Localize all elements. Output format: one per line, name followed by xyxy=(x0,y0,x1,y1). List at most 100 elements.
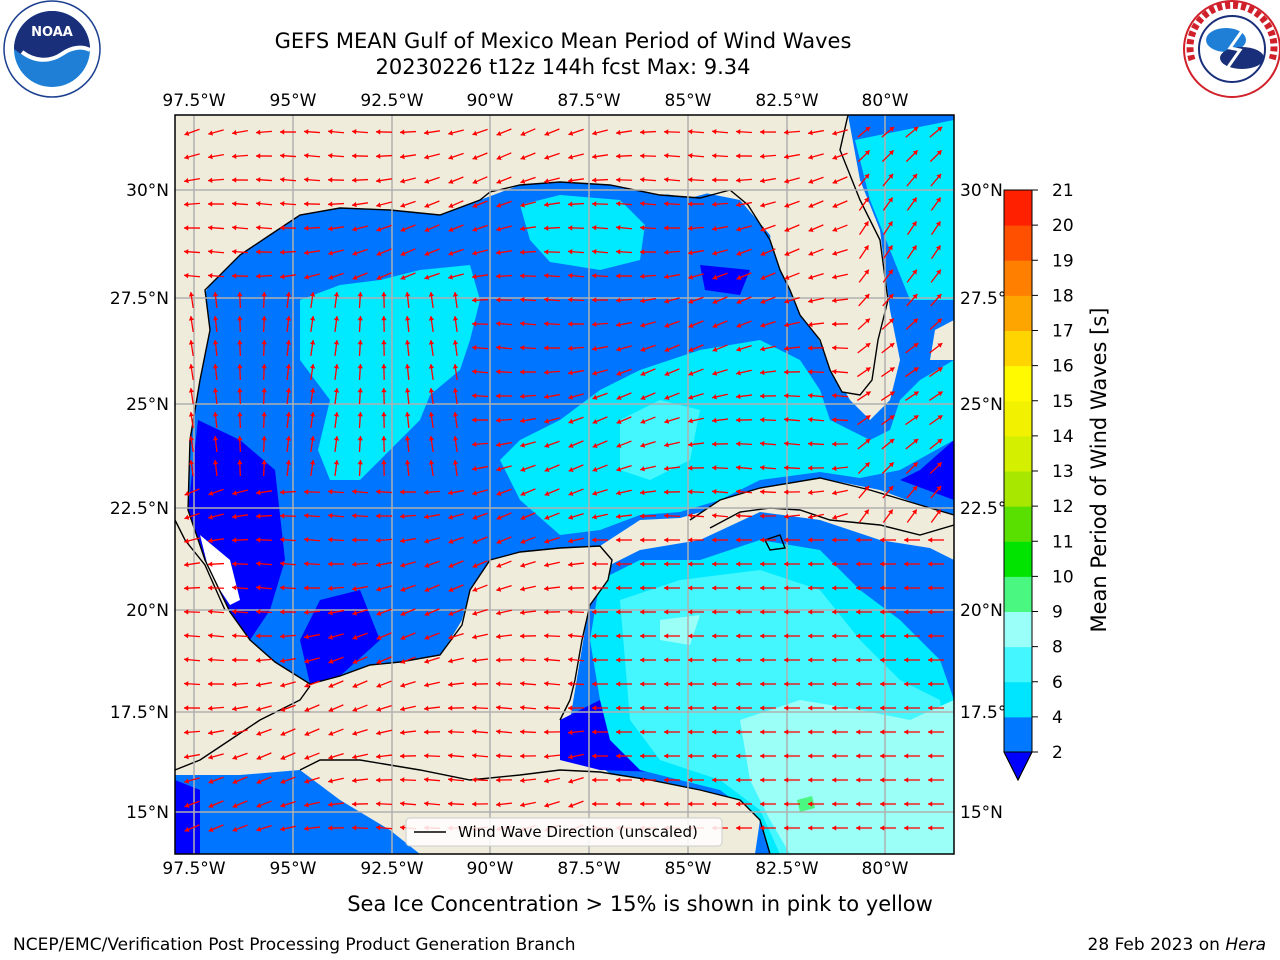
wind-wave-arrowhead xyxy=(328,658,334,664)
wind-wave-arrowhead xyxy=(448,801,453,807)
wind-wave-arrowhead xyxy=(888,318,894,324)
wind-wave-arrowhead xyxy=(592,130,597,136)
wind-wave-arrowhead xyxy=(712,537,717,543)
wind-wave-arrowhead xyxy=(452,412,459,417)
wind-wave-arrowhead xyxy=(904,657,909,663)
wind-wave-arrowhead xyxy=(452,316,459,321)
wind-wave-arrowhead xyxy=(887,245,893,251)
wind-wave-arrowhead xyxy=(376,250,382,256)
wind-wave-arrowhead xyxy=(760,705,765,711)
wind-wave-arrowhead xyxy=(309,292,316,297)
wind-wave-arrowhead xyxy=(520,802,525,808)
wind-wave-arrowhead xyxy=(664,729,669,735)
wind-wave-arrowhead xyxy=(544,753,549,760)
lon-label-top: 85°W xyxy=(665,91,712,111)
wind-wave-arrowhead xyxy=(664,442,669,448)
wind-wave-arrowhead xyxy=(928,825,933,831)
wind-wave-arrowhead xyxy=(592,633,597,639)
wind-wave-arrowhead xyxy=(937,367,943,373)
wind-wave-arrowhead xyxy=(856,801,861,807)
wind-wave-arrowhead xyxy=(640,657,645,663)
wind-wave-arrowhead xyxy=(212,364,219,369)
wind-wave-arrowhead xyxy=(784,753,789,759)
wind-wave-arrowhead xyxy=(256,513,261,519)
wind-wave-arrowhead xyxy=(616,729,621,735)
wind-wave-arrowhead xyxy=(472,417,477,423)
wind-wave-arrowhead xyxy=(212,436,219,441)
wind-wave-arrowhead xyxy=(616,153,621,159)
wind-wave-arrowhead xyxy=(428,316,435,321)
wind-wave-arrowhead xyxy=(452,364,459,369)
wind-wave-arrowhead xyxy=(472,297,477,303)
wind-wave-arrowhead xyxy=(424,658,430,664)
wind-wave-arrowhead xyxy=(496,753,501,759)
wind-wave-arrowhead xyxy=(400,682,406,688)
wind-wave-arrowhead xyxy=(357,292,363,297)
wind-wave-arrowhead xyxy=(592,657,597,663)
wind-wave-arrowhead xyxy=(376,153,381,159)
wind-wave-arrowhead xyxy=(496,155,502,160)
colorbar-tick-label: 2 xyxy=(1052,743,1063,763)
wind-wave-arrowhead xyxy=(400,753,405,759)
wind-wave-arrowhead xyxy=(736,441,741,447)
wind-wave-arrowhead xyxy=(184,272,189,279)
wind-wave-arrowhead xyxy=(760,298,766,304)
wind-wave-arrowhead xyxy=(664,489,669,495)
wind-wave-arrowhead xyxy=(285,460,292,465)
wind-wave-arrowhead xyxy=(937,391,943,397)
wind-wave-arrowhead xyxy=(712,177,717,183)
wind-wave-arrowhead xyxy=(864,197,869,203)
wind-wave-arrowhead xyxy=(913,438,919,444)
colorbar-segment xyxy=(1004,611,1032,648)
wind-wave-arrowhead xyxy=(232,273,237,279)
wind-wave-arrowhead xyxy=(544,225,549,231)
wind-wave-arrowhead xyxy=(784,178,790,184)
wind-wave-arrowhead xyxy=(664,753,669,759)
wind-wave-arrowhead xyxy=(904,681,909,687)
wind-wave-arrowhead xyxy=(760,322,766,328)
colorbar-segment xyxy=(1004,435,1032,472)
wind-wave-arrowhead xyxy=(256,129,261,135)
wind-wave-arrowhead xyxy=(688,129,693,135)
wind-wave-arrowhead xyxy=(304,152,309,159)
wind-wave-arrowhead xyxy=(544,657,549,663)
wind-wave-arrowhead xyxy=(328,585,333,591)
wind-wave-arrowhead xyxy=(832,226,838,232)
wind-wave-arrowhead xyxy=(261,436,267,441)
wind-wave-arrowhead xyxy=(328,754,334,760)
wind-wave-arrowhead xyxy=(304,706,310,712)
wind-wave-arrowhead xyxy=(452,436,459,441)
wind-wave-arrowhead xyxy=(256,225,261,231)
wind-wave-arrowhead xyxy=(889,343,895,348)
wind-wave-arrowhead xyxy=(616,273,621,279)
wind-wave-arrowhead xyxy=(865,367,871,373)
wind-wave-arrowhead xyxy=(280,513,285,519)
wind-wave-arrowhead xyxy=(352,129,357,135)
wind-wave-arrowhead xyxy=(784,609,789,615)
wind-wave-arrowhead xyxy=(304,731,310,736)
map-frame xyxy=(174,114,955,855)
wind-wave-arrowhead xyxy=(832,417,837,423)
wind-wave-arrowhead xyxy=(664,225,669,231)
wind-wave-arrowhead xyxy=(520,515,526,520)
wind-wave-arrowhead xyxy=(712,561,717,567)
wind-wave-arrowhead xyxy=(784,154,789,160)
wind-wave-arrowhead xyxy=(937,438,943,444)
wind-wave-arrowhead xyxy=(496,273,501,279)
wind-wave-arrowhead xyxy=(640,298,645,304)
wind-wave-arrowhead xyxy=(592,201,597,207)
wind-wave-arrowhead xyxy=(712,441,717,447)
wind-wave-arrowhead xyxy=(544,729,549,735)
wind-wave-arrowhead xyxy=(352,226,357,232)
wind-wave-arrowhead xyxy=(428,412,435,417)
wind-wave-arrowhead xyxy=(784,226,790,232)
wind-wave-arrowhead xyxy=(760,464,765,471)
wind-wave-arrowhead xyxy=(640,177,645,183)
wind-wave-arrowhead xyxy=(520,178,526,184)
wind-wave-arrowhead xyxy=(472,368,477,375)
wind-wave-arrowhead xyxy=(936,485,942,491)
wind-wave-arrowhead xyxy=(352,683,358,688)
wind-wave-arrowhead xyxy=(904,729,909,735)
wind-wave-arrowhead xyxy=(232,249,237,255)
wind-wave-arrowhead xyxy=(352,250,358,256)
